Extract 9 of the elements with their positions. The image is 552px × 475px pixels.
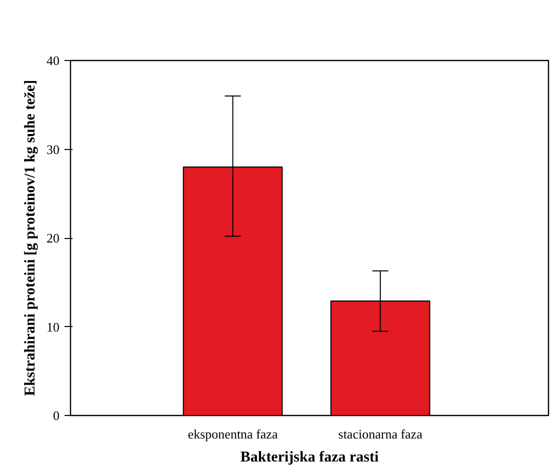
x-axis-title: Bakterijska faza rasti xyxy=(240,450,379,466)
x-tick-label: eksponentna faza xyxy=(188,426,278,442)
y-tick-label: 40 xyxy=(46,53,60,68)
y-tick-label: 20 xyxy=(46,230,60,246)
y-tick-label: 10 xyxy=(46,319,60,334)
y-tick-label: 0 xyxy=(53,408,60,423)
x-tick-label: stacionarna faza xyxy=(338,426,423,442)
y-tick-label: 30 xyxy=(46,142,60,157)
y-axis-title: Ekstrahirani proteini [g proteinov/1 kg suhe teže] xyxy=(22,80,38,396)
